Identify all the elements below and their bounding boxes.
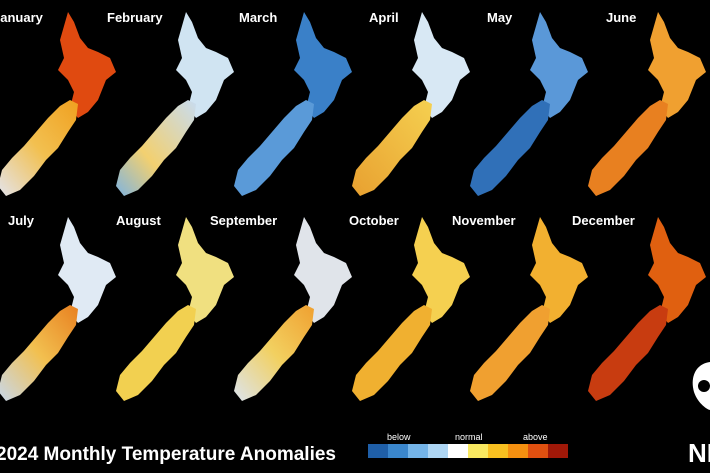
- map-february: [116, 12, 234, 196]
- month-label: January: [0, 10, 44, 25]
- month-label: August: [116, 213, 161, 228]
- legend-swatch: [508, 444, 528, 458]
- month-label: October: [349, 213, 399, 228]
- month-label: November: [452, 213, 516, 228]
- month-label: February: [107, 10, 163, 25]
- map-march: [234, 12, 352, 196]
- legend-swatch: [448, 444, 468, 458]
- legend-swatch: [488, 444, 508, 458]
- legend-swatch: [528, 444, 548, 458]
- legend: below normal above: [368, 432, 568, 458]
- legend-swatch: [468, 444, 488, 458]
- legend-swatch: [368, 444, 388, 458]
- month-label: April: [369, 10, 399, 25]
- map-december: [588, 217, 706, 401]
- map-may: [470, 12, 588, 196]
- map-september: [234, 217, 352, 401]
- map-october: [352, 217, 470, 401]
- month-label: March: [239, 10, 277, 25]
- month-label: December: [572, 213, 635, 228]
- legend-label: above: [523, 432, 548, 442]
- legend-swatch: [548, 444, 568, 458]
- map-january: [0, 12, 116, 196]
- map-june: [588, 12, 706, 196]
- month-label: July: [8, 213, 35, 228]
- logo-text: NI: [688, 438, 710, 468]
- legend-swatch: [388, 444, 408, 458]
- legend-swatch: [428, 444, 448, 458]
- figure-title: 2024 Monthly Temperature Anomalies: [0, 444, 336, 465]
- legend-label: below: [387, 432, 411, 442]
- logo: NI: [688, 362, 710, 468]
- map-november: [470, 217, 588, 401]
- legend-label: normal: [455, 432, 483, 442]
- logo-mark: [698, 380, 710, 392]
- month-label: September: [210, 213, 277, 228]
- map-july: [0, 217, 116, 401]
- month-label: May: [487, 10, 513, 25]
- legend-swatch: [408, 444, 428, 458]
- map-april: [352, 12, 470, 196]
- map-august: [116, 217, 234, 401]
- month-label: June: [606, 10, 636, 25]
